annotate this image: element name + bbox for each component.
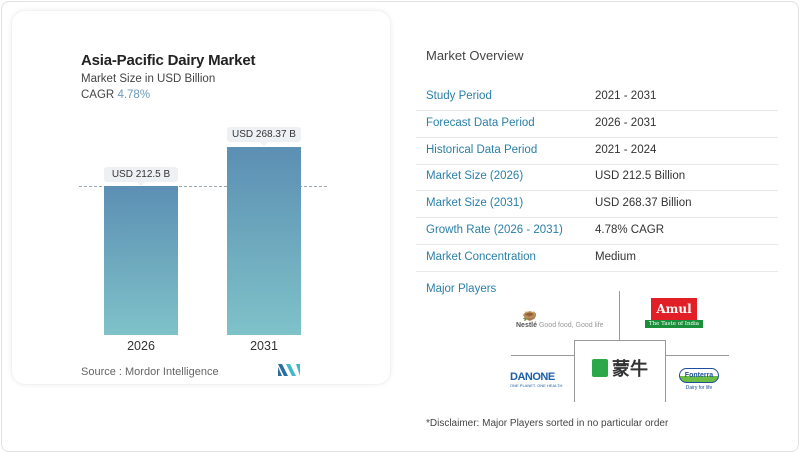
overview-row: Study Period 2021 - 2031 bbox=[416, 84, 778, 111]
cagr-line: CAGR 4.78% bbox=[81, 89, 150, 101]
mengniu-logo: 蒙牛 bbox=[584, 352, 656, 384]
chart-title: Asia-Pacific Dairy Market bbox=[81, 52, 256, 69]
chart-subtitle: Market Size in USD Billion bbox=[81, 73, 216, 85]
x-label-2026: 2026 bbox=[127, 339, 155, 353]
nestle-nest-icon: 🪹 bbox=[522, 308, 537, 323]
overview-row: Forecast Data Period 2026 - 2031 bbox=[416, 111, 778, 138]
grid-divider bbox=[665, 355, 729, 356]
overview-row: Growth Rate (2026 - 2031) 4.78% CAGR bbox=[416, 218, 778, 245]
fonterra-logo: Fonterra Dairy for life bbox=[674, 362, 724, 396]
chart-card bbox=[11, 10, 391, 385]
cagr-value: 4.78% bbox=[117, 89, 151, 101]
grid-divider bbox=[619, 291, 620, 343]
major-players-title: Major Players bbox=[426, 283, 497, 295]
overview-row: Market Size (2031) USD 268.37 Billion bbox=[416, 191, 778, 218]
mengniu-box bbox=[574, 340, 666, 402]
overview-row: Market Size (2026) USD 212.5 Billion bbox=[416, 164, 778, 191]
bar-label-2026: USD 212.5 B bbox=[104, 167, 178, 186]
mengniu-icon bbox=[592, 359, 608, 377]
nestle-logo: 🪹 Nestlé Good food, Good life bbox=[516, 308, 604, 329]
overview-row: Market Concentration Medium bbox=[416, 245, 778, 272]
bar-label-2031: USD 268.37 B bbox=[227, 127, 301, 146]
overview-title: Market Overview bbox=[426, 48, 524, 63]
disclaimer-text: *Disclaimer: Major Players sorted in no … bbox=[426, 418, 669, 429]
overview-row: Historical Data Period 2021 - 2024 bbox=[416, 138, 778, 165]
x-label-2031: 2031 bbox=[250, 339, 278, 353]
bar-2031 bbox=[227, 147, 301, 335]
grid-divider bbox=[511, 355, 575, 356]
source-text: Source : Mordor Intelligence bbox=[81, 366, 219, 378]
mordor-logo-icon bbox=[278, 364, 300, 376]
reference-line bbox=[79, 186, 327, 187]
amul-logo: Amul The Taste of India bbox=[644, 295, 704, 331]
bar-2026 bbox=[104, 186, 178, 335]
danone-logo: DANONE ONE PLANET. ONE HEALTH bbox=[510, 370, 563, 388]
cagr-label: CAGR bbox=[81, 89, 115, 101]
